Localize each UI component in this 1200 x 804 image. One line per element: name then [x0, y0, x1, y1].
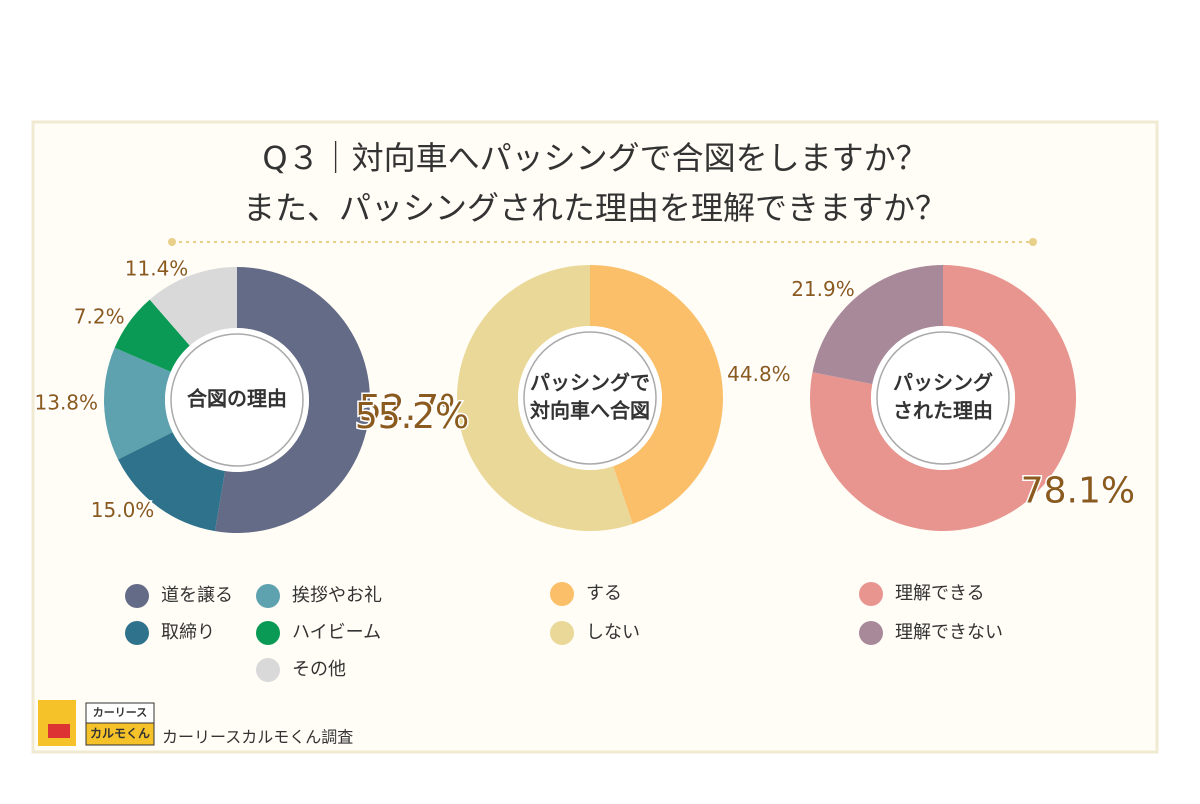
legend-swatch	[256, 621, 280, 645]
donut-segment	[590, 265, 723, 524]
logo-box	[85, 722, 155, 746]
legend-swatch	[125, 584, 149, 608]
center-label: 合図の理由	[187, 387, 287, 411]
donut-segment	[149, 267, 237, 346]
donut-segment	[457, 265, 633, 531]
value-label: 52.7%	[359, 388, 473, 429]
legend-swatch	[125, 621, 149, 645]
value-label: 11.4%	[125, 256, 189, 280]
source: カーリースカルモくん調査	[162, 728, 353, 747]
value-label: 15.0%	[91, 498, 155, 522]
logo-text: カーリース	[93, 706, 147, 719]
center-label: 対向車へ合図	[529, 399, 650, 423]
legend-label: 道を譲る	[161, 585, 233, 606]
donut-segment	[104, 347, 173, 460]
legend-swatch	[550, 621, 574, 645]
legend-swatch	[859, 582, 883, 606]
value-label: 78.1%	[1021, 471, 1135, 512]
value-label: 21.9%	[791, 277, 855, 301]
donut-segment	[114, 299, 190, 372]
value-label: 7.2%	[74, 305, 125, 329]
value-label: 13.8%	[35, 391, 99, 415]
logo: カーリース カルモくん	[38, 700, 155, 746]
divider-dot	[168, 238, 176, 246]
legend-swatch	[256, 584, 280, 608]
center-label: された理由	[893, 399, 993, 423]
value-label: 44.8%	[727, 362, 791, 386]
donut-segment	[214, 267, 370, 533]
donut-hole	[165, 328, 309, 472]
center-label: パッシングで	[530, 371, 650, 395]
legend-label: その他	[292, 659, 346, 680]
center-label: パッシング	[893, 371, 993, 395]
donut-segment	[812, 265, 943, 385]
legend-label: する	[586, 583, 622, 604]
legend-swatch	[256, 658, 280, 682]
divider-dot	[1029, 238, 1037, 246]
legend-label: 挨拶やお礼	[292, 585, 382, 606]
donut-ring	[523, 331, 657, 465]
legend-swatch	[550, 582, 574, 606]
title-line: Q３｜対向車へパッシングで合図をしますか？	[262, 139, 927, 177]
donut-hole	[871, 326, 1015, 470]
donut-ring	[876, 331, 1010, 465]
logo-car	[48, 724, 70, 738]
legend-label: 理解できる	[895, 583, 985, 604]
legend-label: 取締り	[161, 622, 215, 643]
value-label: 55.2%	[355, 396, 469, 437]
title-line: また、パッシングされた理由を理解できますか？	[243, 189, 947, 227]
legend-label: ハイビーム	[292, 622, 381, 643]
donut-ring	[170, 333, 304, 467]
legend-label: しない	[586, 622, 640, 643]
logo-text: カルモくん	[90, 727, 150, 741]
legend-label: 理解できない	[895, 622, 1003, 643]
donut-segment	[809, 265, 1076, 531]
legend-swatch	[859, 621, 883, 645]
logo-icon	[38, 700, 76, 746]
donut-hole	[518, 326, 662, 470]
donut-segment	[117, 432, 226, 532]
